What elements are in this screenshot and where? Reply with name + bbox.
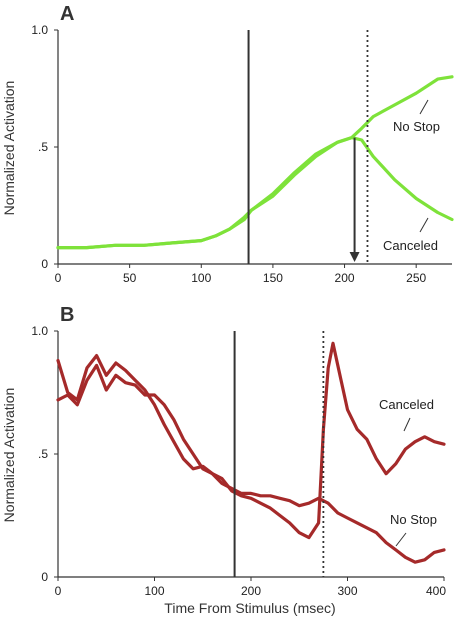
panel-a-plot: 0 50 100 150 200 250 0 .5 1.0 No Stop Canceled bbox=[31, 23, 454, 285]
series-annotation-no-stop: No Stop bbox=[390, 512, 437, 527]
x-tick-label: 0 bbox=[55, 271, 62, 285]
y-tick-label: 1.0 bbox=[31, 23, 48, 37]
x-tick-label: 100 bbox=[191, 271, 211, 285]
series-line-canceled bbox=[56, 136, 454, 250]
panel-b-xlabel: Time From Stimulus (msec) bbox=[164, 600, 335, 616]
panel-a-ylabel: Normalized Activation bbox=[1, 81, 17, 216]
series-line-no-stop bbox=[56, 363, 446, 564]
panel-b-plot: 0 100 200 300 400 0 .5 1.0 Canceled No Stop bbox=[31, 324, 446, 598]
x-tick-label: 400 bbox=[426, 584, 446, 598]
y-tick-label: 0 bbox=[41, 257, 48, 271]
x-tick-label: 50 bbox=[123, 271, 137, 285]
x-tick-label: 250 bbox=[406, 271, 426, 285]
series-annotation-canceled: Canceled bbox=[379, 397, 434, 412]
series-line-no-stop bbox=[56, 75, 454, 250]
y-tick-label: 1.0 bbox=[31, 324, 48, 338]
annotation-pointer bbox=[419, 99, 429, 115]
y-tick-label: 0 bbox=[41, 570, 48, 584]
panel-letter-a: A bbox=[60, 3, 74, 25]
series-annotation-canceled: Canceled bbox=[383, 238, 438, 253]
x-tick-label: 200 bbox=[335, 271, 355, 285]
annotation-pointer bbox=[395, 532, 407, 547]
x-tick-label: 200 bbox=[241, 584, 261, 598]
arrow-head bbox=[349, 252, 360, 262]
panel-b-ylabel: Normalized Activation bbox=[1, 388, 17, 523]
x-tick-label: 0 bbox=[55, 584, 62, 598]
y-tick-label: .5 bbox=[38, 447, 48, 461]
x-tick-label: 300 bbox=[337, 584, 357, 598]
y-tick-label: .5 bbox=[38, 140, 48, 154]
series-annotation-no-stop: No Stop bbox=[393, 119, 440, 134]
series-line-canceled bbox=[56, 341, 446, 540]
x-tick-label: 150 bbox=[263, 271, 283, 285]
annotation-pointer bbox=[403, 417, 411, 432]
annotation-pointer bbox=[419, 217, 429, 233]
panel-letter-b: B bbox=[60, 304, 74, 326]
x-tick-label: 100 bbox=[144, 584, 164, 598]
